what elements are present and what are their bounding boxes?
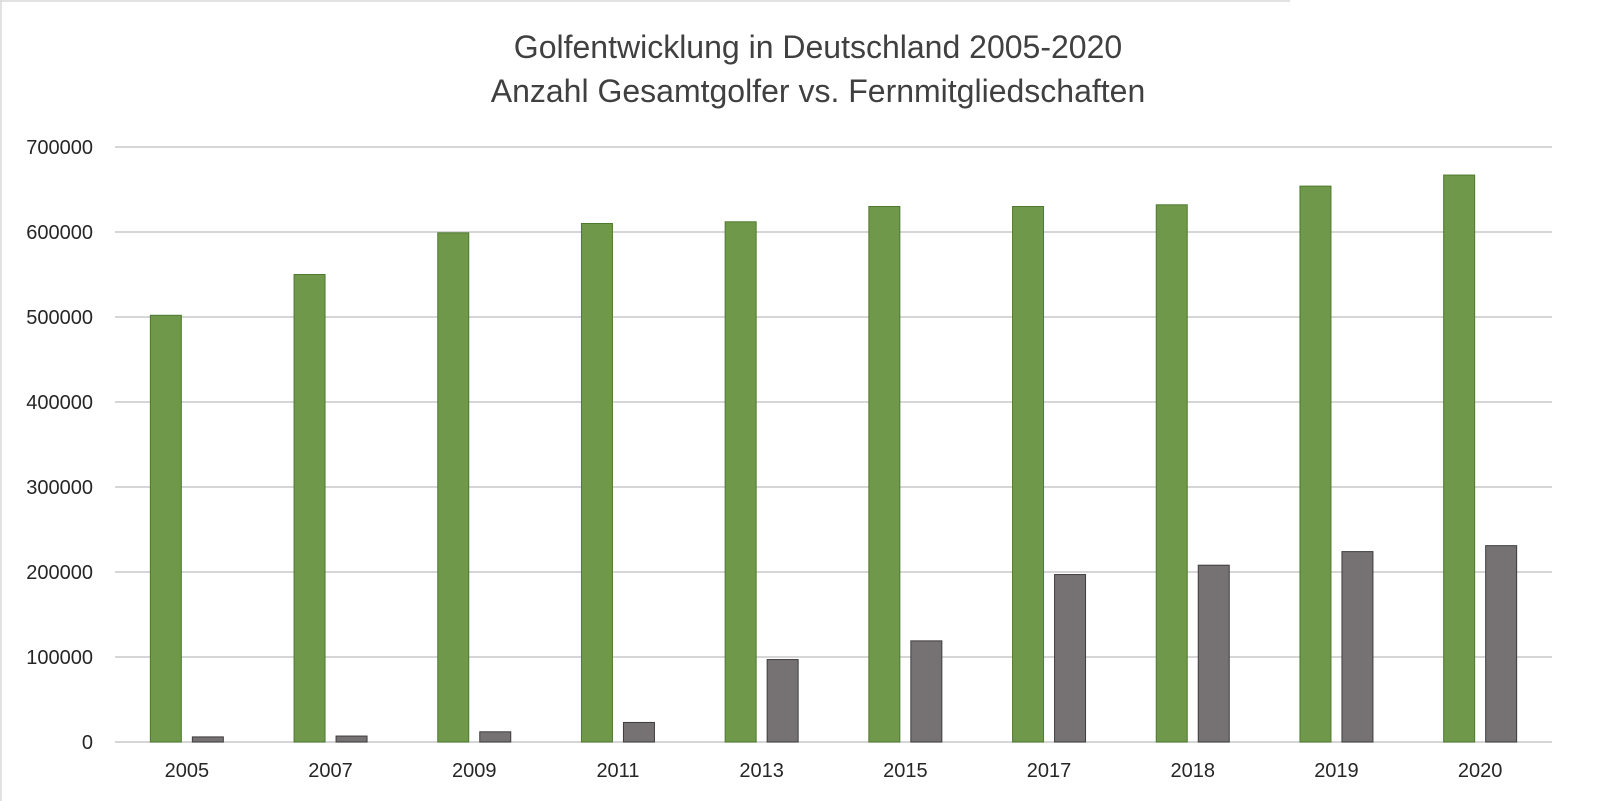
y-tick-label: 700000 xyxy=(26,137,93,159)
y-tick-label: 600000 xyxy=(26,222,93,244)
bar-series-2-2011 xyxy=(622,721,655,743)
y-tick-label: 200000 xyxy=(26,562,93,584)
bar-series-1-2011 xyxy=(580,223,613,743)
bar-series-1-2019 xyxy=(1299,185,1332,743)
x-tick-label-2013: 2013 xyxy=(739,760,784,782)
bar-series-1-2017 xyxy=(1012,206,1045,743)
y-tick-label: 500000 xyxy=(26,307,93,329)
bar-series-2-2019 xyxy=(1341,551,1374,743)
y-tick-label: 0 xyxy=(82,732,93,754)
bar-series-1-2018 xyxy=(1155,204,1188,743)
bar-series-2-2015 xyxy=(910,640,943,743)
bar-series-2-2009 xyxy=(479,731,512,743)
bar-series-2-2017 xyxy=(1054,574,1087,743)
x-tick-label-2020: 2020 xyxy=(1458,760,1503,782)
bar-series-1-2009 xyxy=(437,232,470,743)
x-tick-label-2011: 2011 xyxy=(596,760,639,782)
bar-series-2-2018 xyxy=(1197,564,1230,743)
x-tick-label-2015: 2015 xyxy=(883,760,928,782)
y-axis-ticks: 0 100000 200000 300000 400000 500000 600000 700… xyxy=(26,137,93,754)
bar-series-2-2020 xyxy=(1485,545,1518,743)
bar-series-1-2020 xyxy=(1443,174,1476,743)
x-tick-label-2018: 2018 xyxy=(1171,760,1216,782)
bar-series-1-2005 xyxy=(149,314,182,743)
x-tick-label-2005: 2005 xyxy=(165,760,210,782)
x-tick-label-2009: 2009 xyxy=(452,760,497,782)
x-axis-ticks: 2005 2007 2009 2011 2013 2015 2017 2018 2019 2020 xyxy=(165,760,1503,782)
chart-subtitle: Anzahl Gesamtgolfer vs. Fernmitgliedscha… xyxy=(491,73,1146,109)
bar-series-2-2007 xyxy=(335,735,368,743)
bar-series-2-2013 xyxy=(766,659,799,743)
y-tick-label: 300000 xyxy=(26,477,93,499)
gridlines xyxy=(115,146,1552,743)
y-tick-label: 100000 xyxy=(26,647,93,669)
x-tick-label-2007: 2007 xyxy=(308,760,353,782)
bar-series-1-2015 xyxy=(868,206,901,743)
chart-title: Golfentwicklung in Deutschland 2005-2020 xyxy=(514,29,1122,65)
x-tick-label-2019: 2019 xyxy=(1314,760,1359,782)
x-tick-label-2017: 2017 xyxy=(1027,760,1072,782)
y-tick-label: 400000 xyxy=(26,392,93,414)
bars xyxy=(149,174,1518,743)
bar-series-1-2013 xyxy=(724,221,757,743)
bar-series-1-2007 xyxy=(293,274,326,743)
bar-series-2-2005 xyxy=(191,736,224,743)
